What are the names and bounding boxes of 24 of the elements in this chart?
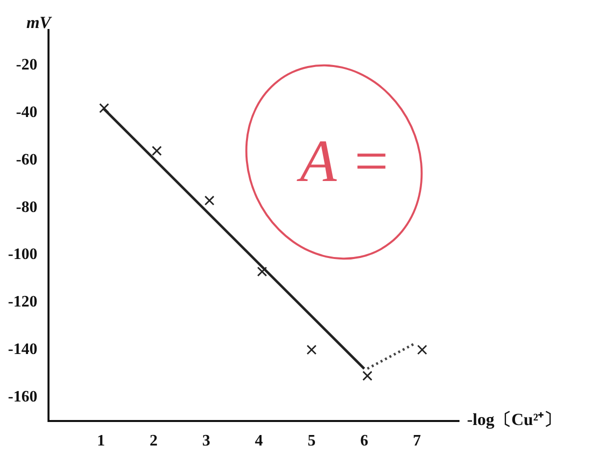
y-axis-title: mV: [26, 12, 53, 32]
point: [99, 103, 110, 114]
x-tick-label: 1: [96, 432, 105, 450]
y-tick-label: -40: [16, 104, 38, 122]
point: [417, 344, 428, 355]
y-tick-label: -100: [8, 246, 38, 264]
x-tick-label: 6: [360, 432, 368, 450]
point: [306, 344, 317, 355]
point: [257, 266, 268, 277]
y-tick-label: -160: [8, 388, 38, 406]
x-tick-label: 7: [412, 432, 421, 450]
y-tick-label: -140: [8, 340, 38, 358]
x-tick-label: 4: [254, 432, 263, 450]
y-tick-label: -20: [16, 56, 38, 74]
point: [204, 196, 214, 206]
y-tick-label: -80: [16, 198, 38, 216]
x-tick-label: 5: [308, 432, 316, 450]
point: [152, 146, 162, 156]
y-tick-label: -120: [8, 294, 38, 311]
annotation: A =: [296, 128, 392, 194]
x-tick-label: 3: [202, 432, 210, 450]
x-tick-label: 2: [150, 432, 158, 450]
y-tick-label: -60: [16, 151, 38, 168]
x-axis-title: -log〔Cu²⁺〕: [467, 410, 562, 430]
